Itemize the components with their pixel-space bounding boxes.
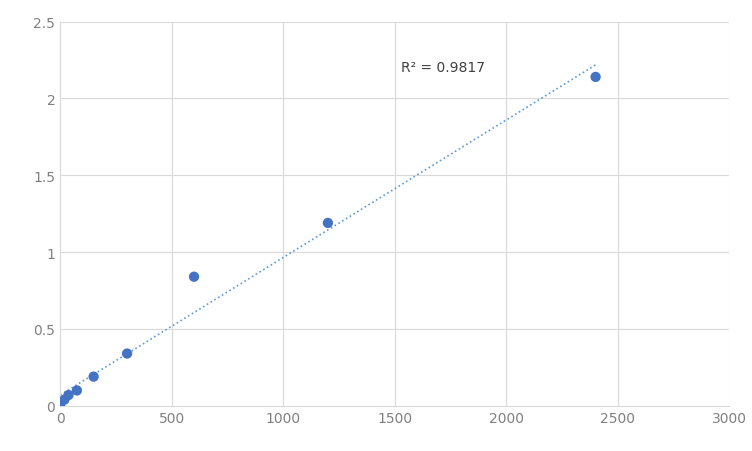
Point [188, 273, 200, 281]
Point [87, 373, 99, 380]
Text: R² = 0.9817: R² = 0.9817 [402, 60, 486, 74]
Point [71, 387, 83, 394]
Point [121, 350, 133, 357]
Point [54, 402, 66, 410]
Point [590, 74, 602, 81]
Point [59, 396, 71, 403]
Point [62, 391, 74, 399]
Point [322, 220, 334, 227]
